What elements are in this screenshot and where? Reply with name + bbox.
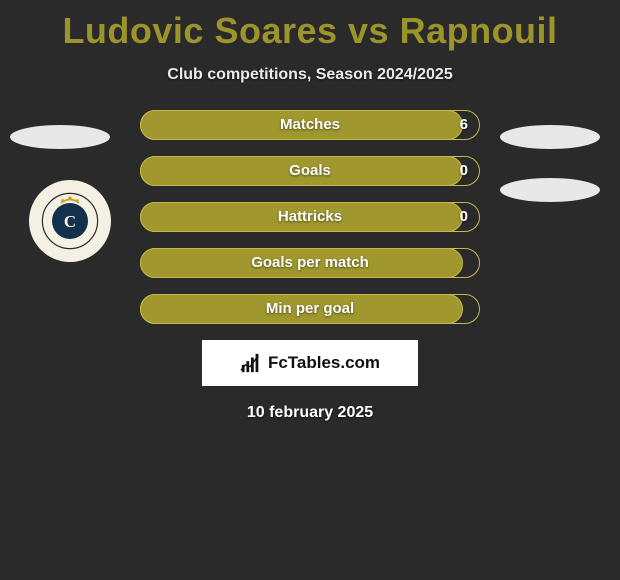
stat-row: Matches6: [140, 110, 480, 140]
placeholder-oval-0: [10, 125, 110, 149]
page-title: Ludovic Soares vs Rapnouil: [0, 0, 620, 52]
brand-text: FcTables.com: [268, 353, 380, 373]
stat-label: Goals per match: [140, 248, 480, 278]
date-line: 10 february 2025: [0, 404, 620, 422]
stat-value-right: 0: [460, 202, 468, 232]
stat-label: Hattricks: [140, 202, 480, 232]
stats-panel: Matches6Goals0Hattricks0Goals per matchM…: [140, 110, 480, 324]
chart-bars-icon: [240, 352, 262, 374]
crest-icon: C: [40, 191, 100, 251]
brand-badge[interactable]: FcTables.com: [202, 340, 418, 386]
stat-value-right: 0: [460, 156, 468, 186]
placeholder-oval-2: [500, 178, 600, 202]
stat-label: Matches: [140, 110, 480, 140]
svg-text:C: C: [64, 212, 76, 231]
stat-label: Min per goal: [140, 294, 480, 324]
stat-row: Goals per match: [140, 248, 480, 278]
stat-row: Min per goal: [140, 294, 480, 324]
placeholder-oval-1: [500, 125, 600, 149]
stat-row: Hattricks0: [140, 202, 480, 232]
stat-row: Goals0: [140, 156, 480, 186]
stat-label: Goals: [140, 156, 480, 186]
subtitle: Club competitions, Season 2024/2025: [0, 66, 620, 84]
stat-value-right: 6: [460, 110, 468, 140]
club-badge-left: C: [29, 180, 111, 262]
